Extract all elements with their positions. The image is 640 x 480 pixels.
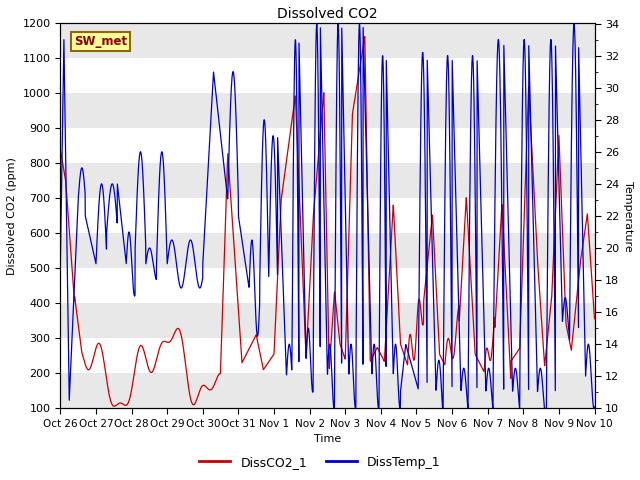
Legend: DissCO2_1, DissTemp_1: DissCO2_1, DissTemp_1 bbox=[194, 451, 446, 474]
Y-axis label: Temperature: Temperature bbox=[623, 180, 633, 251]
Bar bbox=[60, 198, 595, 233]
Bar bbox=[60, 129, 595, 163]
Bar bbox=[60, 268, 595, 303]
Text: SW_met: SW_met bbox=[74, 35, 127, 48]
Bar bbox=[60, 59, 595, 94]
Title: Dissolved CO2: Dissolved CO2 bbox=[277, 7, 378, 21]
Y-axis label: Dissolved CO2 (ppm): Dissolved CO2 (ppm) bbox=[7, 157, 17, 275]
Bar bbox=[60, 338, 595, 373]
X-axis label: Time: Time bbox=[314, 434, 341, 444]
